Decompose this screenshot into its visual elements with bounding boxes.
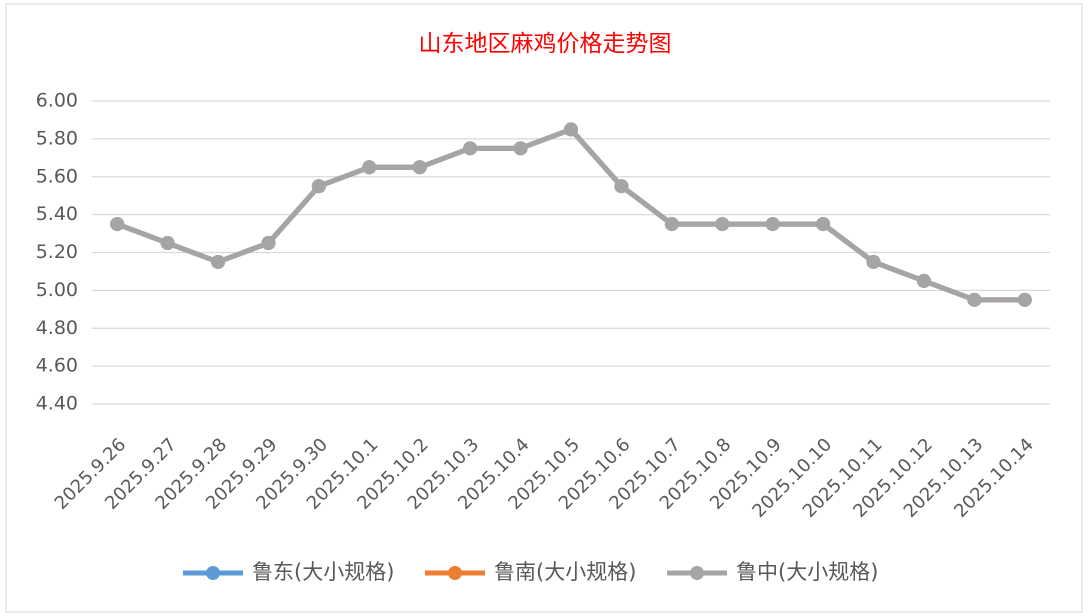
point bbox=[412, 160, 427, 175]
y-tick-label: 4.80 bbox=[36, 317, 78, 339]
point bbox=[866, 254, 881, 269]
point bbox=[1017, 292, 1032, 307]
point bbox=[362, 160, 377, 175]
point bbox=[967, 292, 982, 307]
point bbox=[160, 236, 175, 251]
y-tick-label: 6.00 bbox=[36, 90, 78, 112]
y-tick-label: 5.20 bbox=[36, 241, 78, 263]
point bbox=[211, 254, 226, 269]
point bbox=[765, 217, 780, 232]
legend-marker bbox=[690, 566, 704, 580]
chart-area bbox=[5, 3, 1083, 613]
point bbox=[916, 273, 931, 288]
chart-title: 山东地区麻鸡价格走势图 bbox=[419, 31, 672, 57]
legend-label: 鲁中(大小规格) bbox=[736, 560, 878, 584]
y-tick-label: 5.80 bbox=[36, 127, 78, 149]
y-tick-label: 5.40 bbox=[36, 203, 78, 225]
y-tick-label: 5.60 bbox=[36, 165, 78, 187]
y-tick-label: 4.60 bbox=[36, 355, 78, 377]
point bbox=[715, 217, 730, 232]
point bbox=[816, 217, 831, 232]
legend-marker bbox=[206, 566, 220, 580]
y-tick-label: 5.00 bbox=[36, 279, 78, 301]
point bbox=[110, 217, 125, 232]
point bbox=[664, 217, 679, 232]
point bbox=[513, 141, 528, 156]
legend-label: 鲁南(大小规格) bbox=[494, 560, 636, 584]
point bbox=[311, 179, 326, 194]
point bbox=[614, 179, 629, 194]
point bbox=[261, 236, 276, 251]
legend-label: 鲁东(大小规格) bbox=[252, 560, 394, 584]
point bbox=[564, 122, 578, 137]
y-tick-label: 4.40 bbox=[36, 393, 78, 415]
point bbox=[463, 141, 478, 156]
legend-marker bbox=[448, 566, 462, 580]
